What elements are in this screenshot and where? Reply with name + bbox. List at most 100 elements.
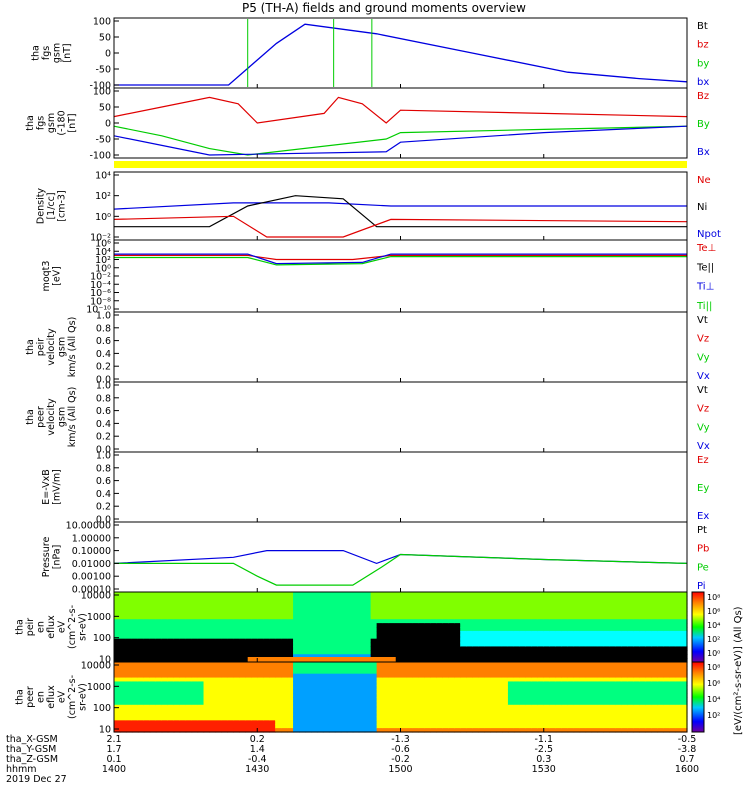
ytick-label: 1000 <box>87 682 111 693</box>
spec-cell-peir <box>627 646 634 651</box>
spec-cell-peir <box>567 592 575 597</box>
spec-cell-peir <box>460 654 467 659</box>
spec-cell-peer <box>263 693 270 698</box>
spec-cell-peer <box>251 669 258 675</box>
spec-cell-peir <box>436 599 443 605</box>
spec-cell-peir <box>299 627 306 632</box>
cbar-tick-lower: 10⁶ <box>707 679 720 688</box>
spec-cell-peer <box>275 704 282 710</box>
spec-cell-peer <box>567 662 575 667</box>
spec-cell-peer <box>519 669 527 675</box>
spec-cell-peer <box>310 669 318 675</box>
spec-cell-peir <box>155 595 163 601</box>
spec-cell-peer <box>287 681 294 686</box>
spec-cell-peer <box>418 708 425 714</box>
spec-cell-peer <box>358 700 366 706</box>
spec-cell-peir <box>579 615 587 620</box>
spec-cell-peir <box>275 599 282 605</box>
spec-cell-peir <box>663 642 670 648</box>
spec-cell-peir <box>549 638 557 644</box>
spec-cell-peer <box>203 669 211 675</box>
spec-cell-peer <box>507 681 515 686</box>
spec-cell-peer <box>639 681 646 686</box>
spec-cell-peir <box>245 654 252 659</box>
spec-cell-peer <box>418 669 425 675</box>
spec-cell-peir <box>603 623 611 628</box>
spec-cell-peer <box>281 677 288 683</box>
spec-cell-peer <box>328 708 336 714</box>
ylabel-line: peer <box>25 686 36 708</box>
spec-cell-peer <box>125 724 133 729</box>
spec-cell-peir <box>436 619 443 624</box>
spec-cell-peer <box>651 704 658 710</box>
spec-cell-peer <box>149 724 157 729</box>
spec-cell-peir <box>191 603 199 609</box>
spec-cell-peer <box>119 669 127 675</box>
spec-cell-peer <box>299 708 306 714</box>
spec-cell-peer <box>496 700 503 706</box>
spec-cell-peir <box>663 607 670 613</box>
spec-cell-peir <box>299 642 306 648</box>
spec-cell-peir <box>370 630 378 636</box>
spec-cell-peer <box>663 669 670 675</box>
ytick-label: -50 <box>95 65 111 76</box>
spec-cell-peer <box>681 728 688 733</box>
spec-cell-peir <box>382 595 390 601</box>
spec-cell-peir <box>137 634 145 640</box>
spec-cell-peer <box>639 716 646 721</box>
spec-cell-peer <box>567 708 575 714</box>
ylabel-line: Pressure <box>41 537 52 578</box>
spec-cell-peer <box>424 716 431 721</box>
spec-cell-peer <box>257 681 264 686</box>
spec-cell-peer <box>573 728 581 733</box>
spec-cell-peir <box>448 646 455 651</box>
spec-cell-peir <box>209 619 217 624</box>
spec-cell-peer <box>119 728 127 733</box>
spec-cell-peer <box>299 697 306 702</box>
spec-cell-peir <box>418 615 425 620</box>
spec-cell-peir <box>328 627 336 632</box>
spec-cell-peer <box>358 665 366 671</box>
spec-cell-peir <box>621 603 628 609</box>
spec-cell-peir <box>537 642 545 648</box>
spec-cell-peir <box>573 642 581 648</box>
spec-cell-peer <box>406 665 414 671</box>
spec-cell-peer <box>131 712 139 718</box>
spec-cell-peir <box>245 611 252 616</box>
spec-cell-peer <box>639 685 646 690</box>
spec-cell-peir <box>454 623 461 628</box>
legend-efield-0: Ez <box>697 455 709 466</box>
spec-cell-peer <box>484 716 491 721</box>
spec-cell-peir <box>388 650 396 655</box>
spec-cell-peer <box>406 712 414 718</box>
spec-cell-peir <box>352 599 360 605</box>
spec-cell-peer <box>412 681 420 686</box>
spec-cell-peir <box>675 658 682 663</box>
spec-cell-peir <box>293 603 300 609</box>
ytick-label: 0.8 <box>96 323 111 334</box>
spec-cell-peir <box>549 650 557 655</box>
spec-cell-peer <box>657 728 664 733</box>
spec-cell-peir <box>287 607 294 613</box>
spec-cell-peir <box>531 607 539 613</box>
spec-cell-peir <box>114 615 121 620</box>
ytick-label: 0.4 <box>96 489 111 500</box>
spec-cell-peer <box>507 693 515 698</box>
spec-cell-peir <box>555 658 563 663</box>
spec-cell-peir <box>293 592 300 597</box>
spec-cell-peir <box>472 630 479 636</box>
ytick-label: 0.0 <box>96 445 111 456</box>
spec-cell-peir <box>328 599 336 605</box>
spec-cell-peer <box>681 700 688 706</box>
spec-cell-peer <box>328 728 336 733</box>
spec-cell-peer <box>245 673 252 679</box>
spec-cell-peer <box>597 704 605 710</box>
spec-cell-peir <box>621 611 628 616</box>
spec-cell-peir <box>430 603 437 609</box>
spec-cell-peer <box>591 728 599 733</box>
spec-cell-peir <box>442 592 449 597</box>
spec-cell-peir <box>233 615 240 620</box>
spec-cell-peer <box>501 677 509 683</box>
spec-cell-peir <box>287 627 294 632</box>
spec-cell-peer <box>621 662 628 667</box>
